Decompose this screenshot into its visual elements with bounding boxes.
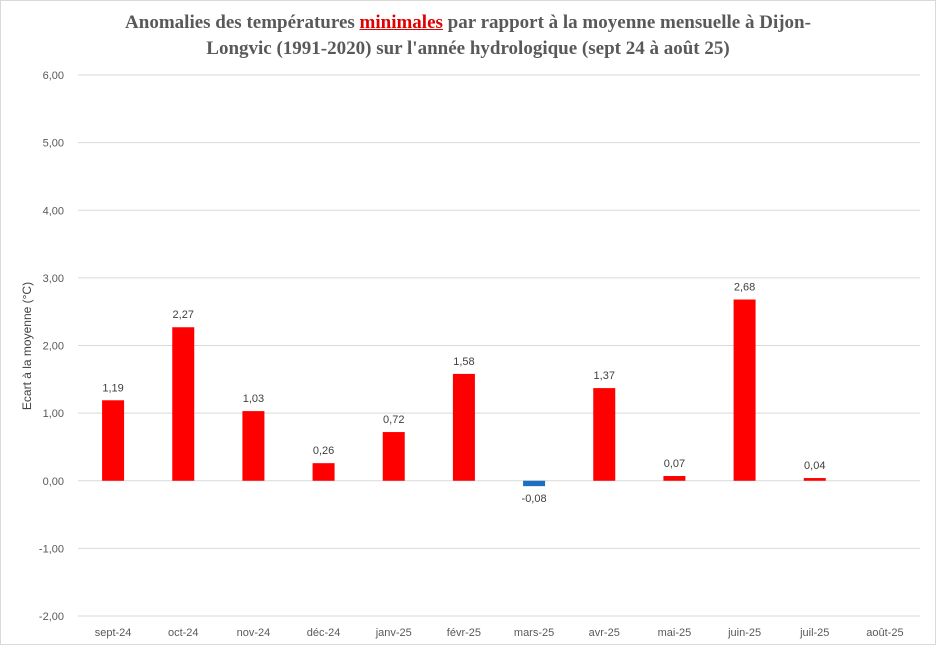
data-label: 0,04	[804, 460, 825, 472]
y-tick-label: 4,00	[43, 205, 64, 217]
x-tick-label: mai-25	[658, 627, 692, 639]
data-labels: 1,19 2,27 1,03 0,26 0,72 1,58 -0,08 1,37 0,07 2,6…	[102, 282, 825, 506]
y-tick-label: 0,00	[43, 476, 64, 488]
y-tick-label: 5,00	[43, 138, 64, 150]
x-tick-label: déc-24	[307, 627, 341, 639]
x-tick-label: sept-24	[95, 627, 132, 639]
y-tick-label: -2,00	[39, 611, 64, 623]
x-tick-label: avr-25	[589, 627, 620, 639]
bar	[102, 400, 125, 481]
title-part-after: par rapport à la moyenne mensuelle à Dij…	[442, 12, 811, 33]
bar	[312, 463, 335, 481]
y-axis-label: Ecart à la moyenne (°C)	[20, 282, 34, 410]
x-tick-label: janv-25	[375, 627, 412, 639]
y-axis-ticks: -2,00 -1,00 0,00 1,00 2,00 3,00 4,00 5,00 6,00	[39, 70, 64, 623]
data-label: 0,72	[383, 414, 404, 426]
bar	[523, 480, 546, 487]
x-tick-label: févr-25	[447, 627, 481, 639]
x-tick-label: mars-25	[514, 627, 554, 639]
title-part-before: Anomalies des températures	[125, 12, 360, 33]
chart-title: Anomalies des températures minimales par…	[60, 10, 876, 62]
data-label: 1,37	[594, 370, 615, 382]
y-tick-label: 2,00	[43, 341, 64, 353]
bar	[172, 327, 195, 481]
bar	[242, 411, 265, 481]
y-tick-label: -1,00	[39, 543, 64, 555]
x-tick-label: août-25	[866, 627, 903, 639]
x-tick-label: oct-24	[168, 627, 199, 639]
data-label: 1,03	[243, 393, 264, 405]
data-label: 1,58	[453, 356, 474, 368]
bars	[102, 299, 826, 487]
bar	[382, 432, 405, 481]
x-tick-label: nov-24	[237, 627, 271, 639]
bar	[803, 478, 826, 481]
data-label: 1,19	[102, 382, 123, 394]
data-label: 0,26	[313, 445, 334, 457]
bar	[733, 299, 756, 481]
x-tick-label: juin-25	[727, 627, 761, 639]
y-tick-label: 1,00	[43, 408, 64, 420]
bar	[663, 476, 686, 481]
bar	[593, 388, 616, 481]
y-tick-label: 3,00	[43, 273, 64, 285]
x-axis-ticks: sept-24 oct-24 nov-24 déc-24 janv-25 févr-25 m…	[95, 627, 904, 639]
title-line-2: Longvic (1991-2020) sur l'année hydrolog…	[206, 38, 730, 59]
data-label: -0,08	[522, 493, 547, 505]
title-highlight: minimales	[359, 12, 443, 33]
data-label: 2,68	[734, 282, 755, 294]
x-tick-label: juil-25	[799, 627, 829, 639]
gridlines	[78, 74, 920, 617]
bar	[452, 373, 475, 481]
data-label: 0,07	[664, 458, 685, 470]
y-tick-label: 6,00	[43, 70, 64, 82]
data-label: 2,27	[173, 309, 194, 321]
